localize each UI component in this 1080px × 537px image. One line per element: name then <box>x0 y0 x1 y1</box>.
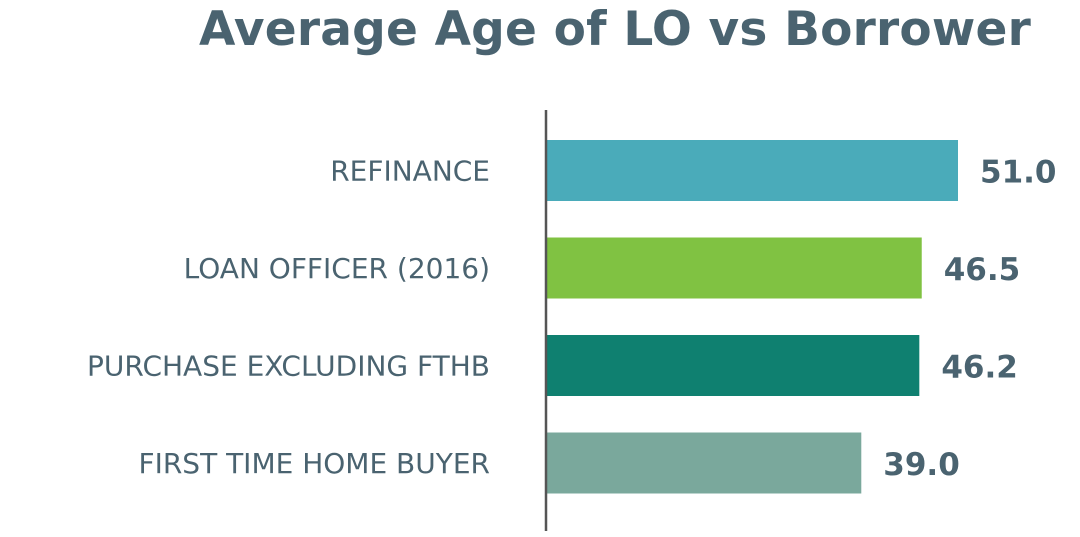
bars-layer: REFINANCE 51.0 LOAN OFFICER (2016) 46.5 PURC… <box>87 140 1057 494</box>
category-label-loan-officer-2016: LOAN OFFICER (2016) <box>184 252 490 285</box>
bar-refinance <box>547 140 958 201</box>
chart-title: Average Age of LO vs Borrower <box>199 2 1031 57</box>
bar-purchase-excluding-fthb <box>547 335 920 396</box>
category-label-first-time-home-buyer: FIRST TIME HOME BUYER <box>138 447 490 480</box>
category-label-refinance: REFINANCE <box>330 155 490 188</box>
value-label-refinance: 51.0 <box>980 155 1057 191</box>
value-label-loan-officer-2016: 46.5 <box>944 252 1021 288</box>
bar-loan-officer-2016 <box>547 237 922 299</box>
value-label-purchase-excluding-fthb: 46.2 <box>941 350 1018 386</box>
value-label-first-time-home-buyer: 39.0 <box>883 447 960 483</box>
category-label-purchase-excluding-fthb: PURCHASE EXCLUDING FTHB <box>87 350 490 383</box>
bar-first-time-home-buyer <box>547 432 862 494</box>
